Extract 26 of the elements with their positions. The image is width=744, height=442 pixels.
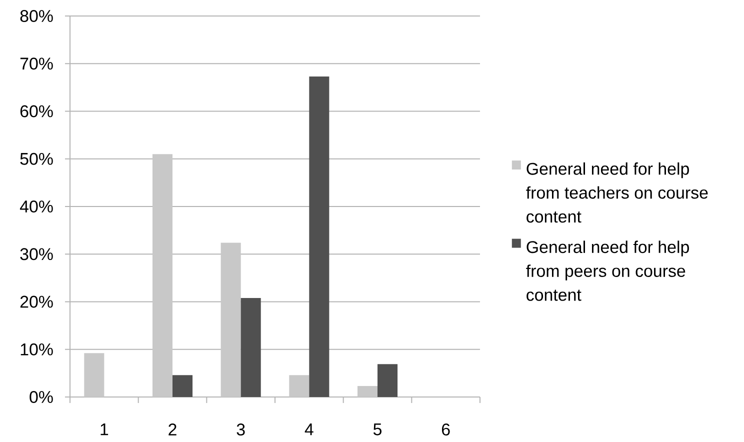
y-tick-label: 10% xyxy=(20,343,53,356)
y-tick-label: 20% xyxy=(20,296,53,308)
bar xyxy=(172,375,193,397)
legend-label: General need for help from teachers on course content xyxy=(526,162,708,223)
bar xyxy=(357,386,378,397)
y-tick-label: 30% xyxy=(20,248,53,260)
x-tick-label: 2 xyxy=(168,424,176,436)
x-tick-label: 4 xyxy=(304,424,314,436)
bar xyxy=(152,154,172,397)
y-tick-label: 80% xyxy=(20,10,53,22)
bar xyxy=(289,375,310,397)
y-tick-label: 60% xyxy=(20,105,53,118)
bar xyxy=(240,298,261,397)
bar xyxy=(377,364,398,397)
x-tick-label: 5 xyxy=(373,424,382,436)
y-tick-label: 0% xyxy=(30,391,53,403)
y-tick-label: 50% xyxy=(20,152,53,165)
y-tick-label: 40% xyxy=(20,200,53,213)
legend-label: General need for help from peers on course content xyxy=(526,240,689,301)
x-tick-label: 6 xyxy=(442,424,450,436)
x-tick-label: 3 xyxy=(236,424,245,436)
bar xyxy=(220,242,241,397)
y-tick-label: 70% xyxy=(20,58,53,70)
bar xyxy=(309,76,330,397)
x-tick-label: 1 xyxy=(100,424,108,436)
bar xyxy=(84,353,104,397)
